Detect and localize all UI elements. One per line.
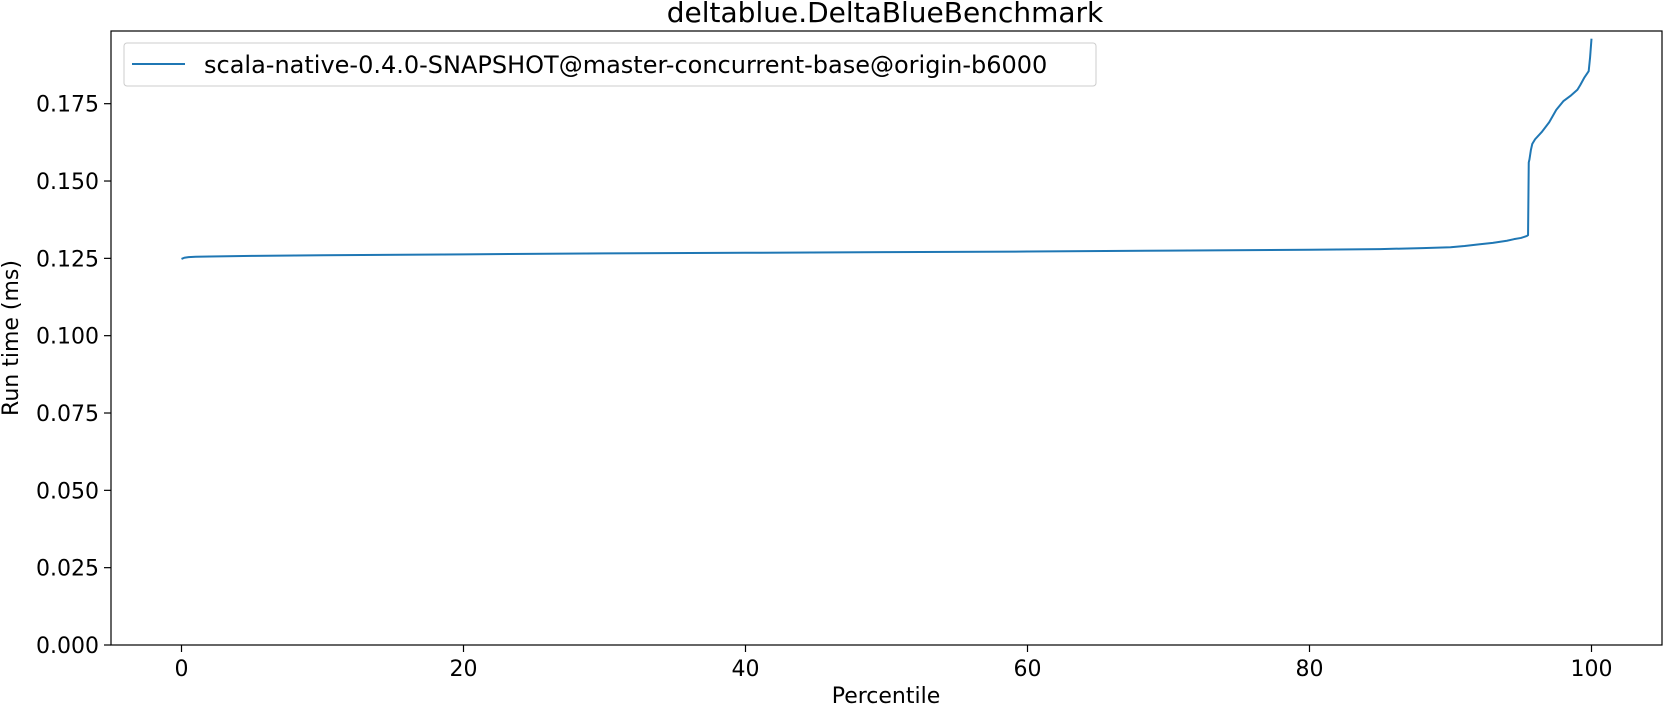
x-tick-label: 0 [175, 657, 189, 682]
legend-box [123, 42, 1097, 87]
y-tick-label: 0.075 [36, 402, 99, 427]
series-layer [181, 38, 1593, 260]
x-axis-label: Percentile [832, 684, 941, 709]
y-tick-label: 0.100 [36, 325, 99, 350]
x-tick-label: 80 [1296, 657, 1324, 682]
y-tick-label: 0.025 [36, 557, 99, 582]
x-tick-label: 40 [732, 657, 760, 682]
y-axis-ticks: 0.000 0.025 0.050 0.075 0.100 0.125 0.150 0.175 [36, 93, 111, 659]
legend: scala-native-0.4.0-SNAPSHOT@master-concu… [123, 42, 1097, 87]
x-tick-label: 60 [1014, 657, 1042, 682]
y-tick-label: 0.050 [36, 479, 99, 504]
y-tick-label: 0.125 [36, 247, 99, 272]
x-axis-ticks: 0 20 40 60 80 100 [175, 645, 1613, 682]
plot-area: 0 20 40 60 80 100 0.0000.0250.0500.0750.1000.… [36, 30, 1663, 682]
x-tick-label: 20 [450, 657, 478, 682]
y-tick-label: 0.150 [36, 170, 99, 195]
y-tick-label: 0.175 [36, 93, 99, 118]
series-line-0 [181, 38, 1593, 260]
chart-title: deltablue.DeltaBlueBenchmark [667, 0, 1104, 29]
plot-frame [110, 30, 1663, 646]
y-axis-label: Run time (ms) [0, 260, 24, 416]
y-tick-label: 0.000 [36, 634, 99, 659]
legend-entry-label: scala-native-0.4.0-SNAPSHOT@master-concu… [204, 51, 1047, 79]
x-tick-label: 100 [1571, 657, 1613, 682]
